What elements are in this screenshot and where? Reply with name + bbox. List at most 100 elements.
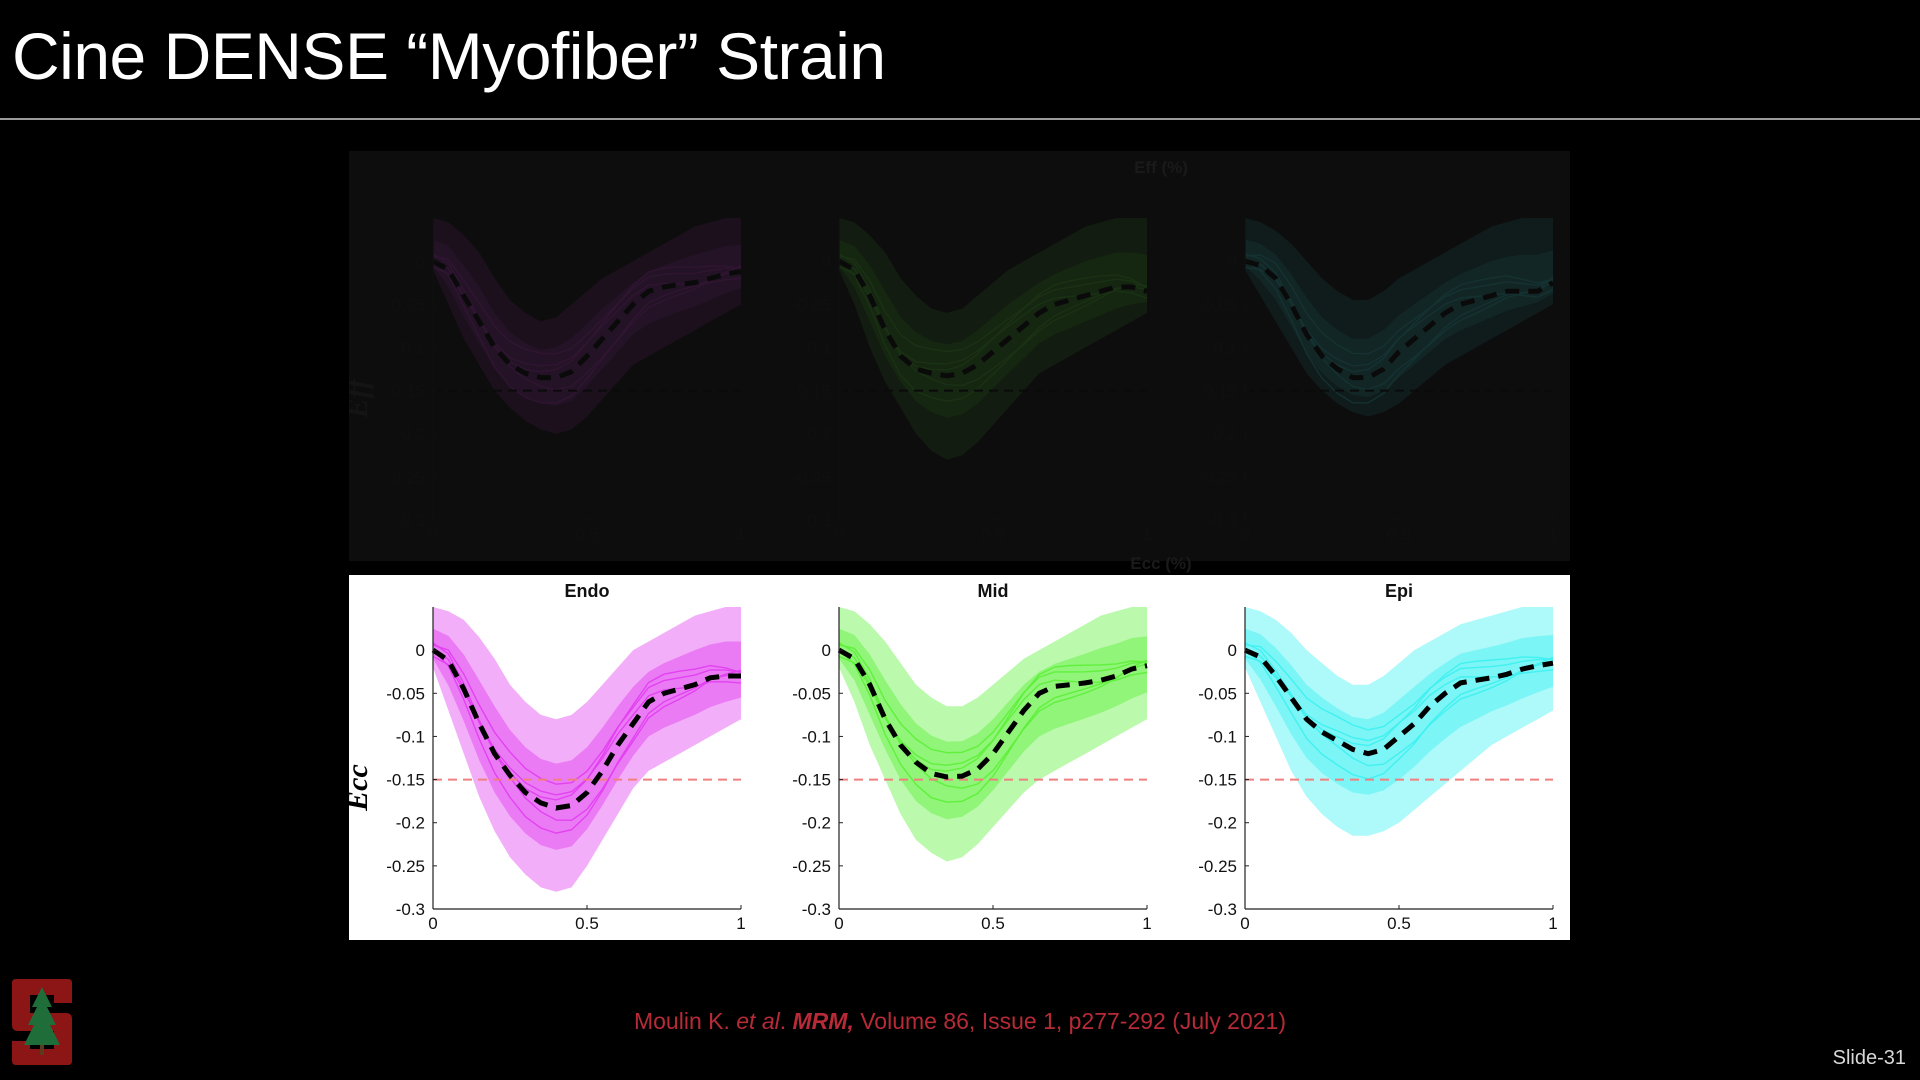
strain-range-band (839, 218, 1147, 460)
y-tick-label: -0.15 (1198, 771, 1237, 790)
subject-trace (838, 255, 1148, 353)
mean-strain-line (837, 647, 1148, 780)
y-tick-label: -0.2 (1208, 814, 1237, 833)
y-tick-label: -0.2 (1208, 425, 1237, 444)
strain-range-band (1245, 218, 1553, 417)
subject-trace (838, 260, 1148, 402)
subject-trace (838, 644, 1148, 754)
y-tick-label: -0.25 (386, 857, 425, 876)
y-tick-label: -0.3 (802, 511, 831, 530)
subject-trace (432, 255, 742, 355)
x-tick-label: 1 (1142, 525, 1151, 544)
y-tick-label: -0.15 (792, 382, 831, 401)
y-tick-label: -0.2 (396, 814, 425, 833)
x-tick-label: 0 (428, 525, 437, 544)
y-tick-label: -0.05 (386, 295, 425, 314)
strain-iqr-band (433, 239, 741, 406)
strain-range-band (839, 607, 1147, 862)
subject-trace (1244, 254, 1554, 355)
y-tick-label: -0.05 (1198, 684, 1237, 703)
y-tick-label: -0.2 (802, 425, 831, 444)
subject-trace (1244, 266, 1554, 367)
y-tick-label: -0.25 (792, 857, 831, 876)
y-tick-label: -0.1 (1208, 338, 1237, 357)
subject-trace (432, 644, 742, 785)
strain-iqr-band (1245, 628, 1553, 795)
y-tick-label: -0.25 (1198, 468, 1237, 487)
x-tick-label: 1 (1548, 914, 1557, 933)
y-tick-label: -0.15 (1198, 382, 1237, 401)
x-tick-label: 1 (736, 914, 745, 933)
subject-trace (1244, 649, 1554, 780)
subject-trace (432, 253, 742, 391)
y-tick-label: -0.1 (1208, 727, 1237, 746)
y-tick-label: -0.15 (386, 771, 425, 790)
x-tick-label: 0.5 (575, 525, 599, 544)
y-tick-label: -0.05 (386, 684, 425, 703)
slide-title: Cine DENSE “Myofiber” Strain (12, 19, 886, 93)
y-tick-label: -0.1 (802, 338, 831, 357)
x-tick-label: 1 (1548, 525, 1557, 544)
strain-range-band (1245, 607, 1553, 836)
subject-trace (432, 259, 742, 373)
subject-trace (1244, 259, 1554, 373)
subject-trace (838, 259, 1148, 371)
strain-iqr-band (1245, 239, 1553, 397)
strain-figure-svg: Eff (%) Eff Endo 0 -0.05 -0.1 -0.15 -0.2 -0.25 -0… (349, 151, 1570, 940)
x-tick-label: 1 (736, 525, 745, 544)
y-tick-label: -0.3 (396, 511, 425, 530)
y-tick-label: -0.15 (792, 771, 831, 790)
strain-iqr-band (433, 628, 741, 850)
mean-strain-line (1243, 647, 1554, 757)
panel-background (349, 575, 1570, 940)
subject-trace (838, 649, 1148, 803)
strain-iqr-band (839, 239, 1147, 418)
y-tick-label: -0.25 (1198, 857, 1237, 876)
subplot-title: Endo (565, 192, 610, 212)
strain-range-band (433, 607, 741, 892)
y-tick-label: -0.1 (396, 338, 425, 357)
subject-trace (1244, 260, 1554, 404)
x-tick-label: 0.5 (1387, 525, 1411, 544)
x-tick-label: 0 (1240, 914, 1249, 933)
y-tick-label: 0 (416, 252, 425, 271)
citation-journal: MRM, (792, 1008, 854, 1034)
subject-trace (432, 266, 742, 367)
y-tick-label: -0.15 (386, 382, 425, 401)
stanford-logo (12, 979, 72, 1065)
subplot-title: Epi (1385, 581, 1413, 601)
panel-title: Eff (%) (1134, 158, 1188, 177)
x-tick-label: 0.5 (981, 914, 1005, 933)
x-tick-label: 0.5 (1387, 914, 1411, 933)
mean-strain-line (431, 648, 741, 811)
y-tick-label: 0 (1228, 641, 1237, 660)
y-tick-label: -0.1 (396, 727, 425, 746)
mean-strain-line (1244, 258, 1555, 381)
mean-strain-line (837, 258, 1148, 379)
subplot-title: Mid (978, 192, 1009, 212)
y-tick-label: -0.3 (802, 900, 831, 919)
x-tick-label: 0.5 (575, 914, 599, 933)
citation-etal: et al (736, 1008, 780, 1034)
panel-background (349, 151, 1570, 561)
subplot-title: Endo (565, 581, 610, 601)
strain-figure: Eff (%) Eff Endo 0 -0.05 -0.1 -0.15 -0.2 -0.25 -0… (349, 151, 1570, 976)
y-tick-label: -0.1 (802, 727, 831, 746)
y-tick-label: -0.2 (802, 814, 831, 833)
strain-iqr-band (839, 628, 1147, 820)
y-tick-label: -0.3 (1208, 511, 1237, 530)
subject-trace (432, 649, 742, 834)
panel-eff: Eff (%) Eff Endo 0 -0.05 -0.1 -0.15 -0.2 -0.25 -0… (349, 151, 1570, 561)
y-tick-label: -0.3 (1208, 900, 1237, 919)
row-label: Ecc (349, 764, 374, 812)
y-tick-label: -0.2 (396, 425, 425, 444)
y-tick-label: -0.05 (792, 295, 831, 314)
row-label: Eff (349, 376, 374, 419)
citation-authors: Moulin K. (633, 1008, 730, 1034)
citation: Moulin K. et al. MRM, Volume 86, Issue 1… (633, 1008, 1287, 1034)
